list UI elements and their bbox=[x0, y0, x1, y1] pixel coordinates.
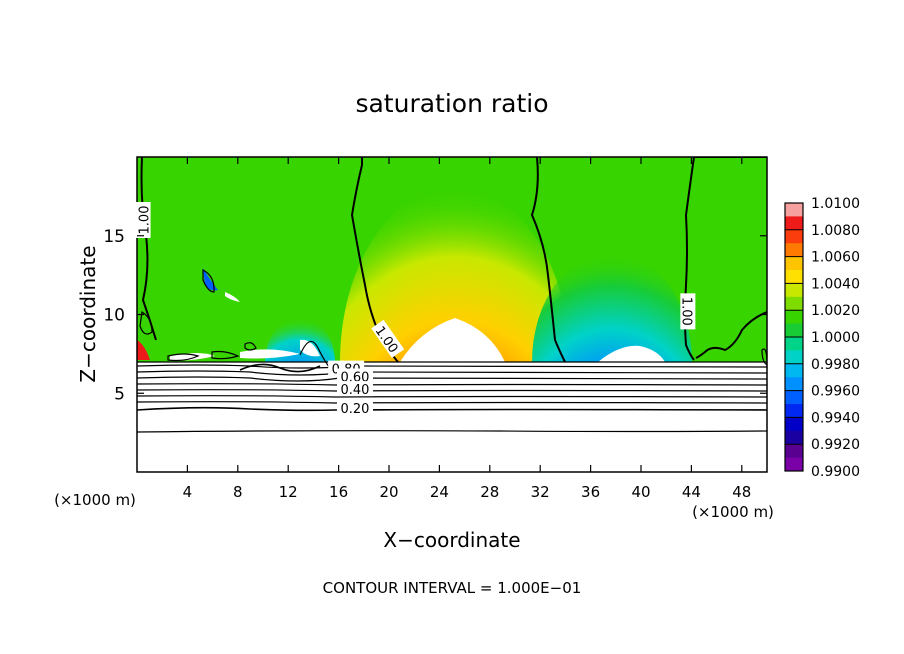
edge-patch-5 bbox=[240, 349, 300, 359]
x-axis-label: X−coordinate bbox=[383, 528, 520, 552]
colorbar-label: 1.0020 bbox=[811, 303, 860, 319]
chart-title: saturation ratio bbox=[355, 89, 548, 118]
y-axis-label: Z−coordinate bbox=[76, 245, 100, 382]
contour-0-40 bbox=[137, 395, 767, 398]
colorbar-label: 1.0000 bbox=[811, 330, 860, 346]
colorbar-label: 0.9980 bbox=[811, 357, 860, 373]
y-axis-ticks: 5 10 15 bbox=[103, 227, 767, 404]
edge-patch-6 bbox=[300, 339, 320, 357]
x-tick-label: 8 bbox=[233, 483, 243, 501]
contour-mountain bbox=[299, 340, 331, 369]
colorbar-swatch bbox=[785, 457, 803, 472]
contour-blob-5 bbox=[244, 342, 257, 351]
contour-0-20 bbox=[137, 406, 767, 412]
contour-label-bg bbox=[371, 319, 405, 358]
colorbar-label: 0.9900 bbox=[811, 464, 860, 480]
lower-layer bbox=[137, 362, 767, 472]
contour-label-text: 1.00 bbox=[678, 297, 693, 326]
colorbar-swatch bbox=[785, 404, 803, 418]
y-tick-label: 10 bbox=[103, 306, 125, 326]
y-tick-label: 5 bbox=[114, 384, 125, 404]
colorbar-label: 0.9940 bbox=[811, 410, 860, 426]
contour-blob-2 bbox=[139, 311, 153, 335]
colorbar-swatch bbox=[785, 243, 803, 258]
contour-label-text: 0.40 bbox=[341, 383, 370, 398]
colorbar: 1.0100 1.0080 1.0060 1.0040 1.0020 1.0000 0.99… bbox=[784, 196, 860, 480]
contour-lower-wave bbox=[239, 363, 321, 373]
x-tick-label: 28 bbox=[480, 483, 499, 501]
x-tick-label: 4 bbox=[183, 483, 193, 501]
contour-0-10 bbox=[137, 430, 767, 433]
colorbar-swatch bbox=[785, 417, 803, 432]
colorbar-swatch bbox=[785, 350, 803, 365]
x-tick-label: 32 bbox=[531, 483, 550, 501]
colorbar-label: 0.9960 bbox=[811, 384, 860, 400]
contour-label-bg bbox=[336, 400, 373, 415]
contour-label-text: 1.00 bbox=[138, 206, 153, 235]
x-tick-label: 12 bbox=[279, 483, 298, 501]
colorbar-swatch bbox=[785, 203, 803, 217]
contour-blob-4 bbox=[211, 350, 240, 360]
contour-1-00-mid bbox=[530, 157, 566, 363]
contour-label-bg bbox=[336, 368, 373, 384]
contour-label: 1.00 bbox=[135, 202, 153, 238]
colorbar-swatch bbox=[785, 430, 803, 445]
colorbar-swatch bbox=[785, 270, 803, 284]
contour-label-bg bbox=[336, 381, 373, 397]
colorbar-swatch bbox=[785, 216, 803, 231]
y-tick-label: 15 bbox=[103, 227, 125, 247]
colorbar-swatch bbox=[785, 283, 803, 298]
edge-patch-3 bbox=[225, 292, 240, 302]
x-unit-label-left: (×1000 m) bbox=[54, 491, 136, 509]
colorbar-swatch bbox=[785, 444, 803, 459]
x-tick-label: 48 bbox=[732, 483, 751, 501]
x-unit-label-right: (×1000 m) bbox=[692, 503, 774, 521]
colorbar-swatch bbox=[785, 377, 803, 392]
contour-1-00-right bbox=[684, 157, 695, 361]
edge-patch bbox=[137, 340, 150, 360]
contour-interval-note: CONTOUR INTERVAL = 1.000E−01 bbox=[323, 579, 582, 597]
contour-blob-1 bbox=[202, 269, 215, 293]
colorbar-label: 1.0060 bbox=[811, 250, 860, 266]
colorbar-label: 1.0080 bbox=[811, 223, 860, 239]
contour-label: 0.40 bbox=[336, 381, 373, 398]
colorbar-swatch bbox=[785, 296, 803, 311]
x-tick-label: 24 bbox=[430, 483, 449, 501]
contour-label-text: 0.20 bbox=[341, 402, 370, 417]
plot-area bbox=[137, 157, 767, 472]
edge-patch-4 bbox=[170, 353, 215, 361]
contour-label-bg bbox=[680, 293, 696, 330]
subsaturated-core bbox=[598, 345, 665, 362]
x-tick-label: 44 bbox=[682, 483, 701, 501]
colorbar-swatch bbox=[785, 310, 803, 325]
colorbar-label: 1.0040 bbox=[811, 276, 860, 292]
colorbar-swatch bbox=[785, 323, 803, 338]
colorbar-swatch bbox=[785, 229, 803, 244]
contour-label-bg bbox=[135, 202, 151, 238]
colorbar-label: 1.0100 bbox=[811, 196, 860, 212]
supersaturated-core bbox=[400, 318, 505, 362]
x-tick-label: 16 bbox=[329, 483, 348, 501]
colorbar-label: 0.9920 bbox=[811, 437, 860, 453]
colorbar-swatch bbox=[785, 390, 803, 405]
contour-label: 1.00 bbox=[678, 293, 696, 330]
x-axis-ticks: 4 8 12 16 20 24 28 32 36 40 44 48 bbox=[183, 157, 751, 501]
colorbar-swatch bbox=[785, 363, 803, 378]
x-tick-label: 40 bbox=[631, 483, 650, 501]
contour-blob-6 bbox=[761, 348, 767, 366]
colorbar-swatch bbox=[785, 337, 803, 351]
x-tick-label: 36 bbox=[581, 483, 600, 501]
contour-1-00-rightedge bbox=[695, 311, 767, 359]
edge-patch-2 bbox=[203, 268, 218, 291]
colorbar-swatch bbox=[785, 256, 803, 271]
x-tick-label: 20 bbox=[379, 483, 398, 501]
contour-blob-3 bbox=[167, 353, 200, 362]
contour-label: 0.20 bbox=[336, 400, 373, 417]
